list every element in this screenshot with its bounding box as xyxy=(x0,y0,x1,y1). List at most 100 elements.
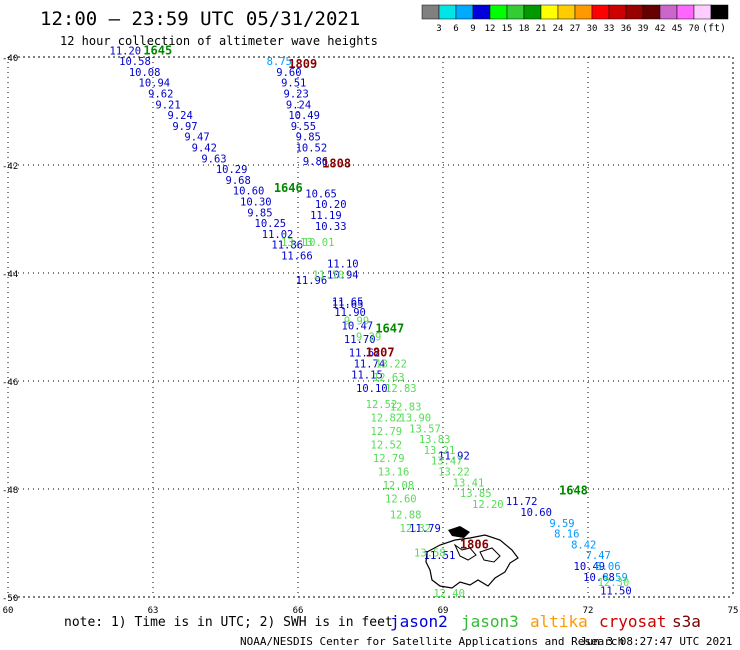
swh-value-label: 7.47 xyxy=(586,550,611,562)
swh-value-label: 9.42 xyxy=(192,143,217,155)
legend-jason2: jason2 xyxy=(390,612,448,631)
chart-subtitle: 12 hour collection of altimeter wave hei… xyxy=(60,34,378,48)
swh-value-label: 13.90 xyxy=(400,413,432,425)
colorbar-label: 3 xyxy=(436,24,441,34)
swh-value-label: 10.30 xyxy=(240,197,272,209)
swh-value-label: 10.60 xyxy=(233,186,265,198)
swh-value-label: 10.49 xyxy=(288,110,320,122)
swh-value-label: 9.24 xyxy=(286,99,311,111)
swh-value-label: 10.01 xyxy=(303,237,335,249)
swh-value-label: 9.99 xyxy=(344,315,369,327)
swh-value-label: 12.52 xyxy=(366,399,398,411)
swh-value-label: 9.85 xyxy=(296,132,321,144)
legend-jason3: jason3 xyxy=(461,612,519,631)
swh-value-label: 11.65 xyxy=(332,299,364,311)
y-axis-ticks: -40 -42 -44 -46 -48 -50 xyxy=(2,54,733,604)
colorbar-label: 45 xyxy=(672,24,683,34)
colorbar-swatch xyxy=(472,4,491,20)
kerguelen-island-outline xyxy=(425,526,519,589)
swh-value-label: 10.20 xyxy=(315,199,347,211)
y-tick-label: -48 xyxy=(2,486,18,496)
timestamp-text: Jun 3 08:27:47 UTC 2021 xyxy=(580,635,732,648)
swh-value-label: 13.21 xyxy=(424,445,456,457)
x-tick-label: 75 xyxy=(728,606,739,616)
swh-value-label: 9.21 xyxy=(155,99,180,111)
colorbar-swatch xyxy=(489,4,508,20)
colorbar-swatch xyxy=(642,4,661,20)
swh-value-label: 13.85 xyxy=(460,488,492,500)
colorbar-swatch xyxy=(540,4,559,20)
swh-value-label: 11.65 xyxy=(332,296,364,308)
colorbar-label: 30 xyxy=(587,24,598,34)
swh-value-label: 12.60 xyxy=(385,494,417,506)
swh-value-label: 11.74 xyxy=(354,359,386,371)
swh-value-label: 10.10 xyxy=(356,383,388,395)
swh-value-label: 10.08 xyxy=(129,67,161,79)
colorbar-swatch xyxy=(591,4,610,20)
legend-cryosat: cryosat xyxy=(599,612,666,631)
swh-value-label: 11.10 xyxy=(313,269,345,281)
pass-time-label: 1807 xyxy=(366,346,395,360)
pass-time-label: 1648 xyxy=(559,483,588,497)
colorbar-swatch xyxy=(557,4,576,20)
pass-time-label: 1806 xyxy=(460,537,489,551)
swh-value-label: 10.29 xyxy=(216,164,248,176)
swh-value-label: 12.32 xyxy=(400,523,432,535)
swh-value-label: 11.86 xyxy=(271,240,303,252)
colorbar-swatch xyxy=(506,4,525,20)
colorbar-label: 39 xyxy=(638,24,649,34)
colorbar-swatch xyxy=(693,4,712,20)
swh-value-label: 13.13 xyxy=(281,237,313,249)
swh-value-label: 12.52 xyxy=(371,440,403,452)
x-tick-label: 72 xyxy=(583,606,594,616)
pass-time-label: 1645 xyxy=(143,43,172,57)
swh-value-label: 10.47 xyxy=(342,321,374,333)
swh-value-label: 11.15 xyxy=(351,369,383,381)
swh-value-label: 10.49 xyxy=(574,561,606,573)
swh-value-label: 11.19 xyxy=(310,210,342,222)
y-tick-label: -40 xyxy=(2,54,18,64)
colorbar-swatch xyxy=(625,4,644,20)
y-tick-label: -46 xyxy=(2,378,18,388)
colorbar-unit: (ft) xyxy=(702,23,726,34)
x-tick-label: 63 xyxy=(148,606,159,616)
colorbar-label: 9 xyxy=(470,24,475,34)
swh-value-label: 11.72 xyxy=(506,496,538,508)
colorbar-swatch xyxy=(676,4,695,20)
note-text: note: 1) Time is in UTC; 2) SWH is in fe… xyxy=(64,615,393,630)
swh-value-label: 9.62 xyxy=(148,89,173,101)
swh-value-label: 11.90 xyxy=(334,307,366,319)
colorbar-label: 36 xyxy=(621,24,632,34)
colorbar-label: 70 xyxy=(689,24,700,34)
swh-value-label: 11.20 xyxy=(110,45,142,57)
colorbar-label: 12 xyxy=(485,24,496,34)
colorbar-swatch xyxy=(421,4,440,20)
swh-value-label: 10.60 xyxy=(520,507,552,519)
chart-title: 12:00 – 23:59 UTC 05/31/2021 xyxy=(40,8,360,30)
swh-value-label: 11.51 xyxy=(424,550,456,562)
swh-value-label: 10.33 xyxy=(315,221,347,233)
x-axis-ticks: 60 63 66 69 72 75 xyxy=(3,57,739,616)
swh-value-label: 11.92 xyxy=(438,450,470,462)
legend-altika: altika xyxy=(530,612,588,631)
swh-value-label: 9.68 xyxy=(226,175,251,187)
swh-value-label: 10.68 xyxy=(583,572,615,584)
swh-value-label: 9.97 xyxy=(172,121,197,133)
swh-value-label: 12.20 xyxy=(472,499,504,511)
swh-value-label: 13.58 xyxy=(414,548,446,560)
swh-value-label: 8.06 xyxy=(595,561,620,573)
swh-value-label: 12.83 xyxy=(385,383,417,395)
swh-value-label: 8.42 xyxy=(571,539,596,551)
colorbar-label: 18 xyxy=(519,24,530,34)
legend: jason2 jason3 altika cryosat s3a xyxy=(390,612,701,631)
swh-value-label: 8.16 xyxy=(554,529,579,541)
swh-value-label: 11.02 xyxy=(262,229,294,241)
swh-value-label: 13.16 xyxy=(378,467,410,479)
swh-value-label: 9.29 xyxy=(356,332,381,344)
x-tick-label: 60 xyxy=(3,606,14,616)
y-tick-label: -50 xyxy=(2,594,18,604)
swh-value-label: 12.83 xyxy=(390,402,422,414)
x-tick-label: 69 xyxy=(438,606,449,616)
colorbar-label: 6 xyxy=(453,24,458,34)
